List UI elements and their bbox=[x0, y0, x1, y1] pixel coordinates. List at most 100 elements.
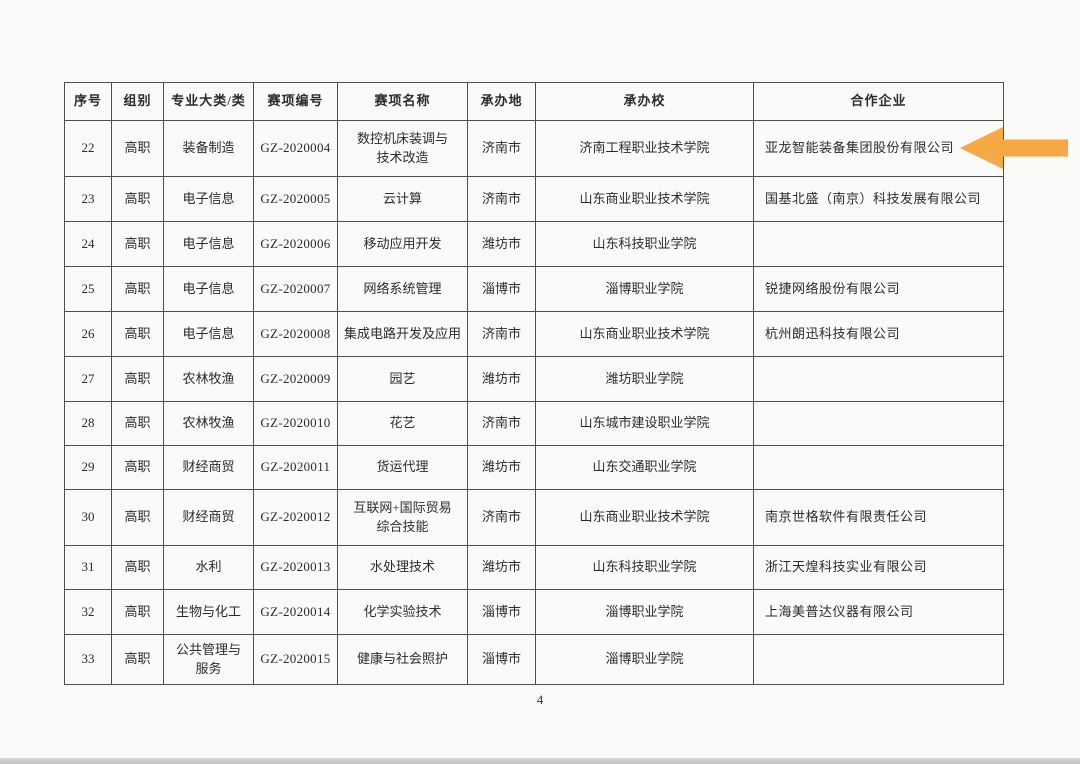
page-edge-shadow bbox=[0, 758, 1080, 764]
cell-host_city: 淄博市 bbox=[467, 266, 536, 312]
column-header-host_city: 承办地 bbox=[467, 82, 536, 121]
cell-host_school: 山东科技职业学院 bbox=[535, 221, 754, 267]
cell-host_school: 潍坊职业学院 bbox=[535, 356, 754, 402]
cell-code: GZ-2020014 bbox=[253, 589, 338, 635]
cell-no: 24 bbox=[64, 221, 112, 267]
cell-category: 财经商贸 bbox=[163, 445, 254, 490]
cell-partner bbox=[753, 445, 1004, 490]
cell-code: GZ-2020011 bbox=[253, 445, 338, 490]
table-row: 32 高职 生物与化工 GZ-2020014 化学实验技术 淄博市 淄博职业学院 上海美普达仪… bbox=[64, 589, 1004, 635]
cell-category: 装备制造 bbox=[163, 120, 254, 177]
cell-code: GZ-2020006 bbox=[253, 221, 338, 267]
cell-host_school: 山东商业职业技术学院 bbox=[535, 176, 754, 222]
table-row: 29 高职 财经商贸 GZ-2020011 货运代理 潍坊市 山东交通职业学院 bbox=[64, 445, 1004, 490]
cell-host_school: 山东科技职业学院 bbox=[535, 545, 754, 590]
cell-host_city: 潍坊市 bbox=[467, 445, 536, 490]
cell-code: GZ-2020015 bbox=[253, 634, 338, 685]
cell-category: 农林牧渔 bbox=[163, 401, 254, 446]
cell-partner: 南京世格软件有限责任公司 bbox=[753, 489, 1004, 546]
cell-partner bbox=[753, 401, 1004, 446]
cell-host_city: 淄博市 bbox=[467, 589, 536, 635]
cell-host_school: 山东交通职业学院 bbox=[535, 445, 754, 490]
cell-no: 23 bbox=[64, 176, 112, 222]
cell-partner: 国基北盛（南京）科技发展有限公司 bbox=[753, 176, 1004, 222]
table-row: 33 高职 公共管理与 服务 GZ-2020015 健康与社会照护 淄博市 淄博职业学院 bbox=[64, 634, 1004, 685]
cell-no: 31 bbox=[64, 545, 112, 590]
cell-host_city: 潍坊市 bbox=[467, 356, 536, 402]
cell-code: GZ-2020004 bbox=[253, 120, 338, 177]
cell-code: GZ-2020010 bbox=[253, 401, 338, 446]
cell-host_city: 济南市 bbox=[467, 489, 536, 546]
table-row: 30 高职 财经商贸 GZ-2020012 互联网+国际贸易 综合技能 济南市 山东商业职业… bbox=[64, 489, 1004, 546]
cell-group: 高职 bbox=[111, 311, 164, 357]
table-header-row: 序号 组别 专业大类/类 赛项编号 赛项名称 承办地 承办校 合作企业 bbox=[64, 82, 1004, 121]
cell-code: GZ-2020009 bbox=[253, 356, 338, 402]
cell-host_city: 济南市 bbox=[467, 311, 536, 357]
arrow-shape bbox=[960, 127, 1068, 169]
cell-name: 货运代理 bbox=[337, 445, 468, 490]
cell-category: 生物与化工 bbox=[163, 589, 254, 635]
cell-host_school: 淄博职业学院 bbox=[535, 634, 754, 685]
cell-group: 高职 bbox=[111, 266, 164, 312]
cell-category: 电子信息 bbox=[163, 266, 254, 312]
table-row: 28 高职 农林牧渔 GZ-2020010 花艺 济南市 山东城市建设职业学院 bbox=[64, 401, 1004, 446]
cell-no: 29 bbox=[64, 445, 112, 490]
column-header-host_school: 承办校 bbox=[535, 82, 754, 121]
cell-no: 30 bbox=[64, 489, 112, 546]
column-header-group: 组别 bbox=[111, 82, 164, 121]
cell-name: 数控机床装调与 技术改造 bbox=[337, 120, 468, 177]
cell-host_city: 潍坊市 bbox=[467, 221, 536, 267]
results-table: 序号 组别 专业大类/类 赛项编号 赛项名称 承办地 承办校 合作企业 22 高职 装备制造 GZ-… bbox=[64, 82, 1004, 685]
table-row: 24 高职 电子信息 GZ-2020006 移动应用开发 潍坊市 山东科技职业学院 bbox=[64, 221, 1004, 267]
cell-category: 农林牧渔 bbox=[163, 356, 254, 402]
cell-name: 花艺 bbox=[337, 401, 468, 446]
cell-category: 财经商贸 bbox=[163, 489, 254, 546]
cell-code: GZ-2020008 bbox=[253, 311, 338, 357]
cell-partner bbox=[753, 634, 1004, 685]
cell-host_school: 山东商业职业技术学院 bbox=[535, 311, 754, 357]
cell-group: 高职 bbox=[111, 634, 164, 685]
table-row: 31 高职 水利 GZ-2020013 水处理技术 潍坊市 山东科技职业学院 浙江天煌科技实业… bbox=[64, 545, 1004, 590]
cell-code: GZ-2020013 bbox=[253, 545, 338, 590]
cell-name: 园艺 bbox=[337, 356, 468, 402]
cell-code: GZ-2020012 bbox=[253, 489, 338, 546]
cell-group: 高职 bbox=[111, 221, 164, 267]
column-header-category: 专业大类/类 bbox=[163, 82, 254, 121]
page-number: 4 bbox=[536, 692, 544, 707]
cell-host_school: 济南工程职业技术学院 bbox=[535, 120, 754, 177]
cell-group: 高职 bbox=[111, 401, 164, 446]
cell-category: 公共管理与 服务 bbox=[163, 634, 254, 685]
cell-host_school: 淄博职业学院 bbox=[535, 589, 754, 635]
table-row: 23 高职 电子信息 GZ-2020005 云计算 济南市 山东商业职业技术学院 国基北盛（南… bbox=[64, 176, 1004, 222]
cell-name: 云计算 bbox=[337, 176, 468, 222]
column-header-name: 赛项名称 bbox=[337, 82, 468, 121]
column-header-no: 序号 bbox=[64, 82, 112, 121]
cell-name: 健康与社会照护 bbox=[337, 634, 468, 685]
cell-partner bbox=[753, 356, 1004, 402]
cell-no: 22 bbox=[64, 120, 112, 177]
cell-host_school: 山东城市建设职业学院 bbox=[535, 401, 754, 446]
cell-group: 高职 bbox=[111, 176, 164, 222]
table-row: 22 高职 装备制造 GZ-2020004 数控机床装调与 技术改造 济南市 济南工程职业技… bbox=[64, 120, 1004, 177]
table-row: 27 高职 农林牧渔 GZ-2020009 园艺 潍坊市 潍坊职业学院 bbox=[64, 356, 1004, 402]
cell-partner: 锐捷网络股份有限公司 bbox=[753, 266, 1004, 312]
cell-category: 电子信息 bbox=[163, 311, 254, 357]
column-header-partner: 合作企业 bbox=[753, 82, 1004, 121]
cell-group: 高职 bbox=[111, 120, 164, 177]
table-body: 22 高职 装备制造 GZ-2020004 数控机床装调与 技术改造 济南市 济南工程职业技… bbox=[64, 120, 1004, 685]
cell-host_city: 淄博市 bbox=[467, 634, 536, 685]
cell-category: 电子信息 bbox=[163, 221, 254, 267]
cell-code: GZ-2020005 bbox=[253, 176, 338, 222]
cell-partner: 浙江天煌科技实业有限公司 bbox=[753, 545, 1004, 590]
table-row: 26 高职 电子信息 GZ-2020008 集成电路开发及应用 济南市 山东商业职业技术学院… bbox=[64, 311, 1004, 357]
cell-name: 水处理技术 bbox=[337, 545, 468, 590]
cell-name: 互联网+国际贸易 综合技能 bbox=[337, 489, 468, 546]
column-header-code: 赛项编号 bbox=[253, 82, 338, 121]
cell-group: 高职 bbox=[111, 445, 164, 490]
cell-category: 电子信息 bbox=[163, 176, 254, 222]
cell-partner bbox=[753, 221, 1004, 267]
cell-host_school: 淄博职业学院 bbox=[535, 266, 754, 312]
cell-group: 高职 bbox=[111, 489, 164, 546]
cell-no: 26 bbox=[64, 311, 112, 357]
